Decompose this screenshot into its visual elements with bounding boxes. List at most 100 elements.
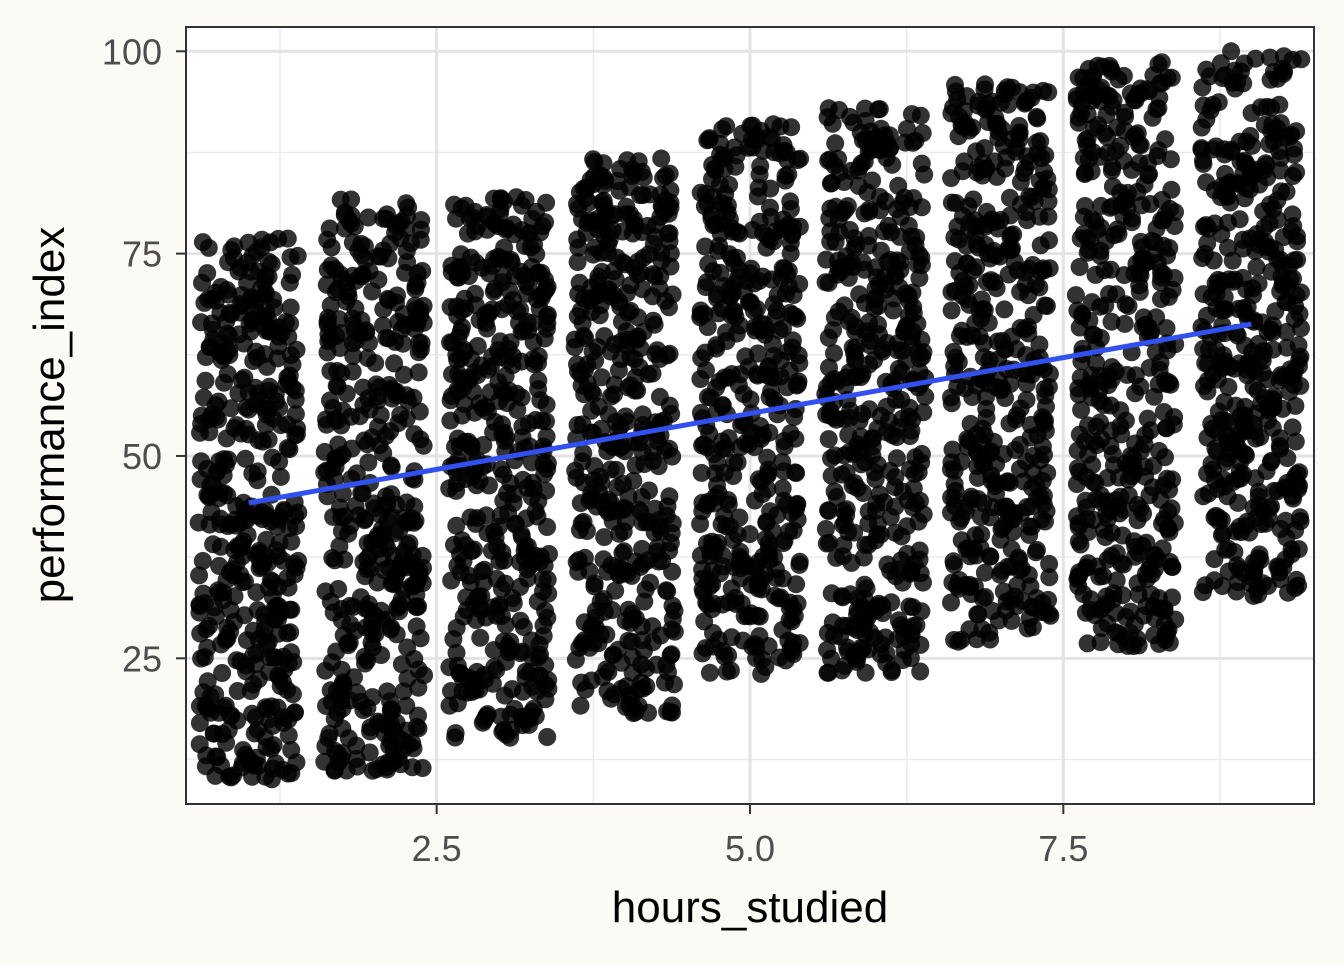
data-point (903, 410, 922, 429)
data-point (631, 557, 650, 576)
data-point (200, 338, 219, 356)
data-point (520, 224, 539, 243)
data-point (1103, 445, 1122, 464)
data-point (282, 741, 301, 759)
data-point (242, 288, 261, 307)
data-point (408, 314, 427, 332)
data-point (1214, 470, 1233, 489)
data-point (652, 149, 671, 168)
data-point (584, 471, 603, 490)
data-point (452, 245, 470, 264)
data-point (617, 412, 636, 431)
data-point (1074, 69, 1093, 88)
data-point (572, 376, 591, 395)
data-point (1091, 413, 1109, 432)
data-point (331, 190, 350, 209)
data-point (199, 488, 218, 507)
data-point (1130, 282, 1149, 301)
data-point (876, 192, 895, 211)
data-point (888, 341, 907, 360)
data-point (1070, 258, 1089, 276)
data-point (725, 138, 744, 157)
data-point (397, 696, 416, 715)
data-point (778, 265, 796, 284)
data-point (383, 389, 402, 408)
data-point (1283, 418, 1302, 437)
data-point (1287, 286, 1306, 305)
data-point (512, 388, 531, 407)
data-point (504, 594, 523, 613)
data-point (949, 353, 968, 371)
data-point (984, 241, 1003, 260)
data-point (612, 653, 631, 672)
data-point (837, 247, 856, 266)
data-point (454, 378, 473, 397)
trend-line-layer (248, 321, 1252, 506)
data-point (1260, 214, 1279, 233)
data-point (471, 628, 490, 647)
data-point (691, 301, 710, 320)
data-point (1145, 387, 1164, 406)
data-point (1274, 228, 1293, 247)
data-point (732, 594, 751, 613)
data-point (360, 262, 379, 281)
data-point (968, 444, 987, 463)
data-point (599, 222, 618, 241)
data-point (713, 595, 732, 614)
data-point (247, 583, 266, 602)
data-point (1102, 312, 1121, 331)
data-point (715, 647, 734, 666)
data-point (1010, 130, 1029, 148)
data-point (781, 244, 800, 263)
data-point (537, 427, 556, 446)
data-point (942, 593, 960, 612)
data-point (348, 757, 367, 776)
data-point (206, 607, 225, 626)
data-point (758, 448, 777, 467)
data-point (538, 454, 557, 473)
data-point (725, 255, 744, 274)
data-point (833, 661, 851, 680)
data-point (1017, 375, 1036, 394)
data-point (504, 493, 523, 512)
data-point (1090, 392, 1109, 410)
data-point (344, 347, 363, 365)
data-point (952, 630, 971, 649)
data-point (713, 150, 732, 169)
data-point (769, 589, 788, 608)
data-point (1137, 533, 1156, 552)
data-point (1161, 553, 1179, 571)
data-point (519, 277, 538, 296)
data-point (1270, 429, 1289, 448)
data-point (516, 668, 535, 687)
data-point (394, 305, 413, 324)
data-point (837, 500, 856, 519)
data-point (1237, 132, 1256, 151)
data-point (816, 520, 835, 538)
data-point (328, 280, 347, 299)
data-point (748, 344, 767, 363)
data-point (963, 326, 982, 345)
data-point (979, 313, 998, 332)
data-point (391, 755, 410, 774)
data-point (380, 736, 399, 755)
data-point (195, 293, 214, 312)
data-point (714, 276, 733, 295)
data-point (1274, 47, 1293, 66)
data-point (1198, 464, 1217, 483)
data-point (1152, 263, 1170, 281)
data-point (1253, 346, 1272, 365)
data-point (719, 368, 738, 387)
data-point (1266, 302, 1285, 321)
data-point (1030, 278, 1049, 297)
data-point (1040, 554, 1059, 573)
data-point (217, 312, 236, 331)
data-point (656, 166, 675, 185)
data-point (1036, 146, 1055, 165)
data-point (973, 620, 992, 639)
data-point (271, 467, 290, 486)
data-point (633, 223, 652, 242)
data-point (328, 411, 347, 430)
data-point (190, 566, 209, 585)
data-point (764, 115, 783, 134)
